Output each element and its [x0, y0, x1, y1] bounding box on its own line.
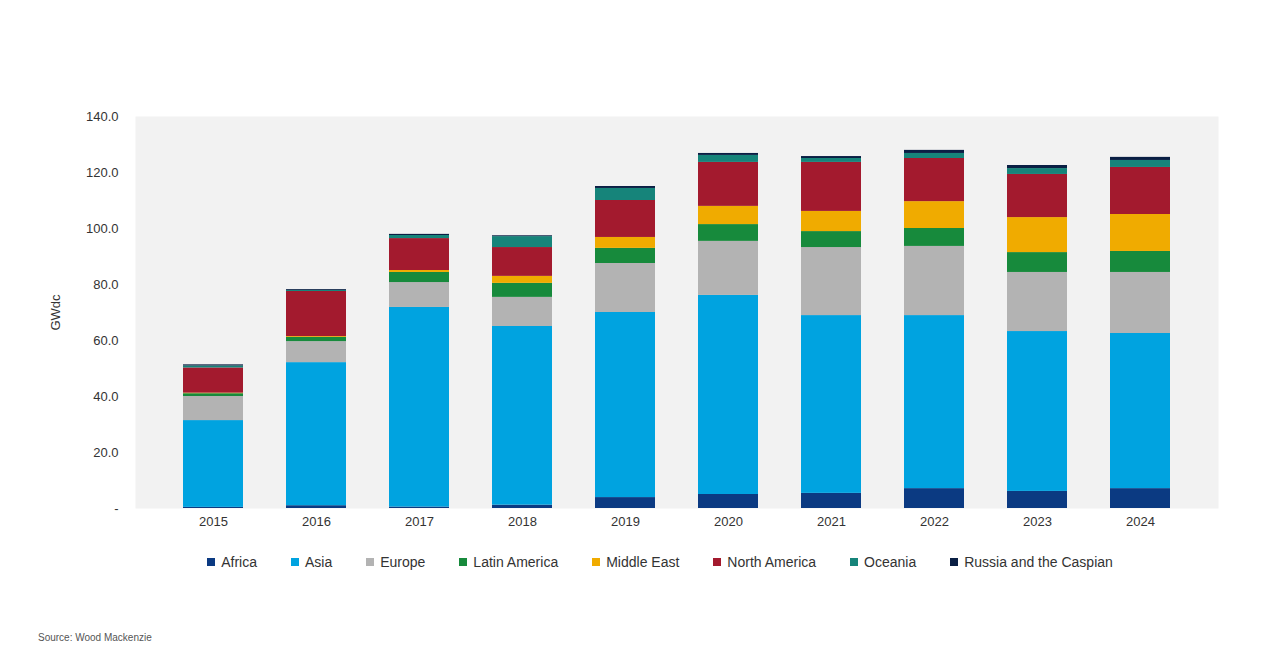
- svg-text:2020: 2020: [714, 514, 743, 529]
- html-text:North America: North America: [727, 554, 816, 570]
- svg-text:2023: 2023: [1023, 514, 1052, 529]
- html-text:Middle East: Middle East: [606, 554, 680, 570]
- svg-text:-: -: [114, 501, 118, 516]
- svg-text:60.0: 60.0: [93, 333, 118, 348]
- html-text:Asia: Asia: [305, 554, 333, 570]
- svg-text:80.0: 80.0: [93, 277, 118, 292]
- svg-text:120.0: 120.0: [86, 165, 119, 180]
- svg-text:2016: 2016: [302, 514, 331, 529]
- html-text:Latin America: Latin America: [473, 554, 559, 570]
- svg-text:2018: 2018: [508, 514, 537, 529]
- svg-text:2024: 2024: [1126, 514, 1155, 529]
- svg-text:2017: 2017: [405, 514, 434, 529]
- svg-text:40.0: 40.0: [93, 389, 118, 404]
- html-text:Oceania: Oceania: [864, 554, 917, 570]
- html-text:Europe: Europe: [380, 554, 426, 570]
- svg-text:GWdc: GWdc: [48, 294, 63, 331]
- html-text:Africa: Africa: [221, 554, 257, 570]
- svg-text:100.0: 100.0: [86, 221, 119, 236]
- svg-text:140.0: 140.0: [86, 109, 119, 124]
- svg-text:2019: 2019: [611, 514, 640, 529]
- svg-text:20.0: 20.0: [93, 445, 118, 460]
- svg-text:2021: 2021: [817, 514, 846, 529]
- svg-text:2015: 2015: [199, 514, 228, 529]
- html-text:Russia and the Caspian: Russia and the Caspian: [964, 554, 1113, 570]
- html-text:Source: Wood Mackenzie: Source: Wood Mackenzie: [38, 632, 152, 643]
- svg-text:2022: 2022: [920, 514, 949, 529]
